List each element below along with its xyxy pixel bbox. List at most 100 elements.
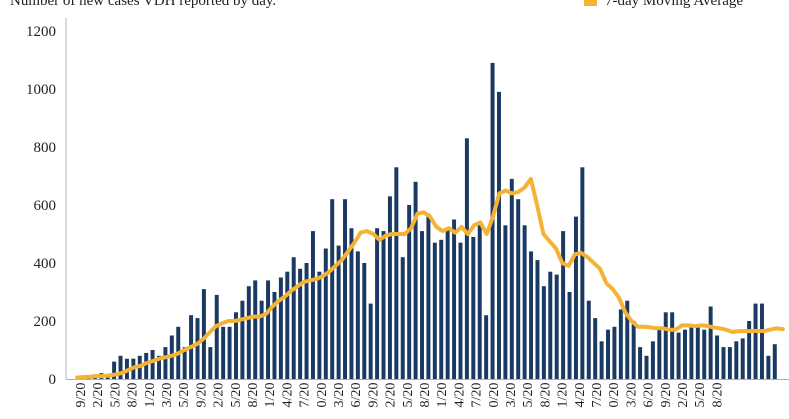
bar: [381, 231, 386, 379]
x-tick-label: 2/20: [384, 383, 399, 408]
bar: [721, 347, 726, 379]
bar: [464, 138, 469, 379]
bar: [413, 181, 418, 379]
bar: [580, 167, 585, 379]
bar: [259, 300, 264, 379]
bar: [317, 271, 322, 379]
x-tick-label: 4/20: [573, 383, 588, 408]
x-tick-label: 2/20: [91, 383, 106, 408]
y-tick-label: 1200: [26, 24, 56, 40]
bar: [573, 216, 578, 379]
x-tick-label: 5/20: [108, 383, 123, 408]
bar: [157, 355, 161, 379]
x-tick-label: 4/20: [280, 383, 295, 408]
bar: [625, 300, 630, 379]
x-tick-label: 1/20: [435, 383, 450, 408]
bar: [702, 329, 707, 379]
bar: [349, 228, 354, 379]
x-tick-label: 7/20: [590, 383, 605, 408]
y-tick-label: 200: [34, 314, 57, 330]
bar: [747, 321, 752, 379]
bar: [548, 271, 553, 379]
x-tick-label: 8/20: [126, 383, 141, 408]
bar: [561, 231, 566, 379]
bar: [727, 347, 732, 379]
x-tick-label: 4/20: [452, 383, 467, 408]
bar: [477, 225, 482, 379]
bar: [541, 286, 546, 379]
x-tick-label: 3/20: [332, 383, 347, 408]
bar: [266, 280, 271, 379]
bar: [221, 326, 226, 379]
bar: [516, 199, 521, 379]
y-tick-label: 800: [34, 140, 57, 156]
bar: [638, 347, 643, 379]
moving-average-line: [75, 176, 785, 380]
bar: [195, 318, 200, 379]
bar: [330, 199, 335, 379]
bar: [535, 260, 540, 379]
x-tick-label: 1/20: [556, 383, 571, 408]
bar: [683, 329, 687, 379]
legend-swatch-moving-average: [584, 0, 597, 6]
bar: [272, 292, 277, 379]
bar: [670, 312, 675, 379]
bar: [362, 263, 367, 379]
bar: [201, 289, 206, 379]
bar: [214, 294, 219, 379]
bar: [586, 300, 591, 379]
x-tick-label: 5/20: [177, 383, 192, 408]
bar: [612, 326, 617, 379]
bar: [606, 329, 611, 379]
chart-subtitle: Number of new cases VDH reported by day.: [10, 0, 277, 9]
x-tick-label: 6/20: [642, 383, 657, 408]
bar: [618, 309, 623, 379]
bar: [529, 251, 534, 379]
bar: [233, 312, 238, 379]
bar: [522, 225, 527, 379]
bar: [112, 361, 117, 379]
x-tick-label: 5/20: [229, 383, 244, 408]
bar: [695, 326, 700, 379]
bar: [150, 350, 155, 379]
y-tick-label: 600: [34, 198, 57, 214]
bar: [336, 245, 341, 379]
bar: [227, 326, 232, 379]
bar: [715, 335, 720, 379]
bar: [253, 280, 258, 379]
bar: [740, 338, 745, 379]
bar: [644, 355, 649, 379]
x-tick-label: 0/20: [487, 383, 502, 408]
x-tick-label: 0/20: [607, 383, 622, 408]
bar: [689, 323, 694, 379]
x-tick-label: 8/20: [418, 383, 433, 408]
bar: [420, 231, 424, 379]
x-tick-label: 3/20: [504, 383, 519, 408]
x-tick-label: 7/20: [298, 383, 313, 408]
x-tick-label: 6/20: [349, 383, 364, 408]
bar: [407, 205, 412, 379]
bar: [304, 263, 309, 379]
x-tick-label: 5/20: [401, 383, 416, 408]
legend: 7-day Moving Average: [584, 0, 743, 10]
bar: [400, 257, 405, 379]
x-tick-label: 9/20: [194, 383, 209, 408]
y-tick-label: 0: [49, 372, 57, 388]
x-tick-label: 9/20: [74, 383, 89, 408]
bar: [439, 239, 444, 379]
x-tick-label: 5/20: [521, 383, 536, 408]
bar: [663, 312, 668, 379]
x-tick-label: 2/20: [676, 383, 691, 408]
legend-label-moving-average: 7-day Moving Average: [605, 0, 744, 9]
x-tick-label: 8/20: [246, 383, 261, 408]
bar: [375, 228, 380, 379]
y-tick-label: 400: [34, 256, 57, 272]
bar: [445, 228, 450, 379]
x-tick-label: 0/20: [315, 383, 330, 408]
bar: [503, 225, 508, 379]
bar: [426, 213, 431, 379]
bar: [471, 236, 476, 379]
x-tick-label: 9/20: [659, 383, 674, 408]
bar: [708, 306, 713, 379]
